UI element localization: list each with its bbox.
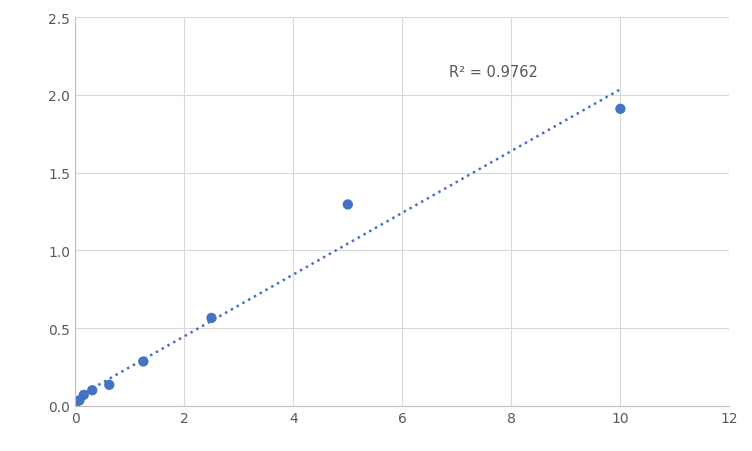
Point [69, 401, 81, 408]
Point [341, 202, 353, 209]
Text: R² = 0.9762: R² = 0.9762 [449, 65, 538, 80]
Point [86, 387, 99, 394]
Point [77, 391, 89, 399]
Point [138, 358, 150, 365]
Point [205, 315, 217, 322]
Point [614, 106, 626, 113]
Point [103, 382, 115, 389]
Point [74, 397, 86, 404]
